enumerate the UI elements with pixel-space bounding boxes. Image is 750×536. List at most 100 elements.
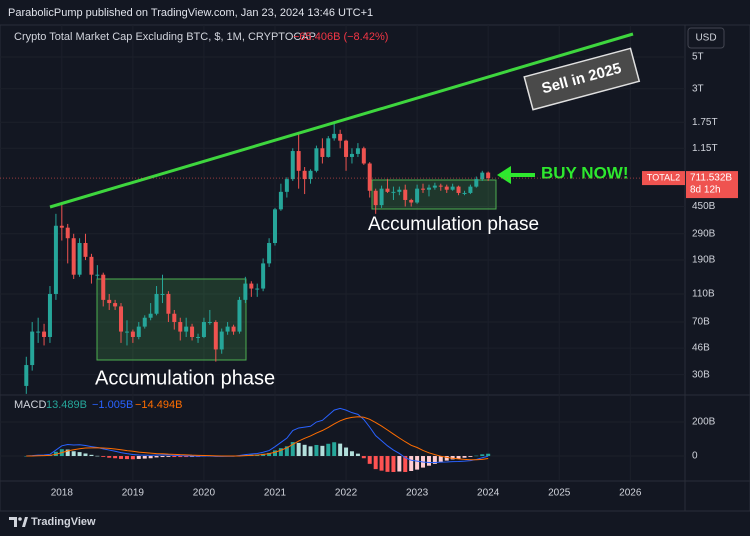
histogram-bar <box>83 453 88 457</box>
histogram-bar <box>142 456 147 459</box>
currency-button[interactable] <box>687 27 725 49</box>
candle-body <box>432 185 437 188</box>
candle-body <box>385 188 390 192</box>
y-tick-label: 450B <box>692 201 716 212</box>
candle-body <box>409 199 414 203</box>
x-tick-label: 2023 <box>406 488 429 499</box>
candle-body <box>296 151 301 171</box>
candle-body <box>290 151 295 180</box>
x-tick-label: 2019 <box>122 488 145 499</box>
candle-body <box>113 303 118 307</box>
histogram-bar <box>373 456 378 470</box>
histogram-bar <box>290 442 295 457</box>
histogram-bar <box>278 448 283 457</box>
histogram-bar <box>24 456 29 457</box>
histogram-bar <box>474 455 479 457</box>
candle-body <box>261 263 266 289</box>
histogram-bar <box>456 456 461 459</box>
histogram-bar <box>71 451 76 457</box>
candle-body <box>184 326 189 332</box>
buy-text: BUY NOW! <box>541 163 629 182</box>
histogram-bar <box>355 453 360 457</box>
histogram-bar <box>444 456 449 461</box>
logo-mark <box>22 517 28 527</box>
histogram-bar <box>136 456 141 459</box>
candle-body <box>42 331 47 337</box>
histogram-bar <box>385 456 390 472</box>
histogram-bar <box>450 456 455 460</box>
histogram-bar <box>77 452 82 457</box>
candle-body <box>207 322 212 324</box>
histogram-bar <box>184 456 189 458</box>
candle-body <box>243 283 248 300</box>
candle-body <box>314 148 319 171</box>
histogram-bar <box>415 456 420 470</box>
y-tick-label: 0 <box>692 451 698 462</box>
histogram-bar <box>308 446 313 457</box>
candle-body <box>119 306 124 332</box>
candle-body <box>136 326 141 337</box>
y-tick-label: 5T <box>692 52 704 63</box>
candle-body <box>24 365 29 386</box>
accumulation-label: Accumulation phase <box>95 367 275 389</box>
y-tick-label: 3T <box>692 83 704 94</box>
logo-mark <box>9 517 17 527</box>
histogram-bar <box>148 456 153 459</box>
candle-body <box>71 238 76 275</box>
candle-body <box>154 293 159 314</box>
histogram-bar <box>397 456 402 472</box>
histogram-legend: 13.489B <box>46 399 87 411</box>
candle-body <box>397 189 402 192</box>
countdown-label: 8d 12h <box>690 185 721 196</box>
histogram-bar <box>361 456 366 459</box>
histogram-bar <box>113 456 118 459</box>
candle-body <box>36 331 41 333</box>
candle-body <box>373 190 378 206</box>
y-tick-label: 1.15T <box>692 143 718 154</box>
candle-body <box>456 186 461 193</box>
macd-title: MACD <box>14 399 46 411</box>
candle-body <box>101 274 106 300</box>
currency-label[interactable]: USD <box>695 33 716 44</box>
x-tick-label: 2025 <box>548 488 571 499</box>
histogram-bar <box>438 456 443 462</box>
y-tick-label: 110B <box>692 289 715 300</box>
y-tick-label: 70B <box>692 317 710 328</box>
candle-body <box>379 188 384 206</box>
signal-legend: −14.494B <box>135 399 182 411</box>
histogram-bar <box>267 452 272 457</box>
candle-body <box>450 186 455 190</box>
candle-body <box>349 153 354 157</box>
histogram-bar <box>332 442 337 457</box>
candle-body <box>438 185 443 187</box>
candle-body <box>249 283 254 289</box>
y-tick-label: 190B <box>692 255 716 266</box>
candle-body <box>178 322 183 332</box>
y-tick-label: 200B <box>692 417 716 428</box>
candle-body <box>468 186 473 193</box>
histogram-bar <box>166 456 171 457</box>
histogram-bar <box>462 456 467 458</box>
signal-line <box>26 416 489 461</box>
candle-body <box>415 188 420 203</box>
histogram-bar <box>178 456 183 458</box>
candle-body <box>172 313 177 323</box>
symbol-tag-label: TOTAL2 <box>647 172 680 182</box>
histogram-bar <box>391 456 396 473</box>
candle-body <box>196 336 201 338</box>
candle-body <box>160 293 165 295</box>
buy-arrow-head <box>497 166 511 184</box>
chart-title: Crypto Total Market Cap Excluding BTC, $… <box>14 31 316 43</box>
candle-body <box>47 293 52 337</box>
candle-body <box>355 148 360 154</box>
candle-body <box>124 331 129 333</box>
histogram-bar <box>272 450 277 457</box>
candle-body <box>190 326 195 337</box>
candle-body <box>65 227 70 239</box>
candle-body <box>219 331 224 350</box>
histogram-bar <box>426 456 431 466</box>
symbol-tag <box>642 171 685 186</box>
candle-body <box>403 189 408 200</box>
histogram-bar <box>296 442 301 457</box>
candle-body <box>130 331 135 337</box>
